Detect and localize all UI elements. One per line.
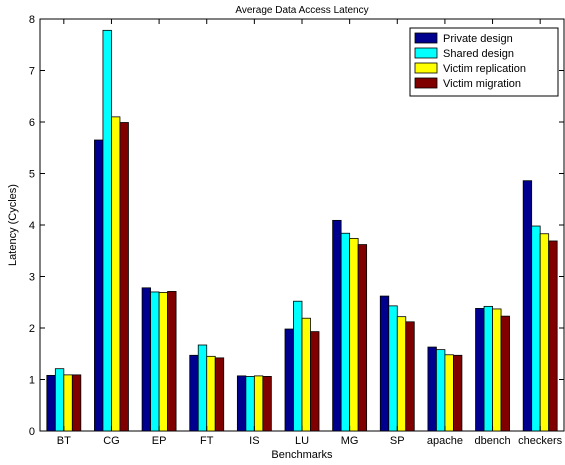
bar-CG-victim-migration xyxy=(119,122,129,432)
bar-FT-private-design xyxy=(189,354,199,432)
bar-LU-victim-migration xyxy=(310,331,320,432)
y-axis: 0 1 2 3 4 5 6 7 8 xyxy=(29,14,564,438)
x-tick-label: checkers xyxy=(518,435,563,447)
legend-label: Shared design xyxy=(443,48,514,60)
bar-MG-victim-migration xyxy=(357,244,368,432)
bar-dbench-shared-design xyxy=(483,305,493,432)
bar-BT-victim-replication xyxy=(63,374,73,432)
bar-checkers-shared-design xyxy=(531,225,541,432)
bar-FT-victim-replication xyxy=(206,355,216,432)
x-tick-label: SP xyxy=(390,435,405,447)
x-tick-label: LU xyxy=(295,435,309,447)
bar-checkers-private-design xyxy=(522,180,533,432)
bar-EP-victim-replication xyxy=(158,292,168,432)
bar-MG-victim-replication xyxy=(349,237,359,432)
bar-IS-shared-design xyxy=(245,376,255,432)
y-tick-label: 0 xyxy=(29,426,35,438)
legend-label: Victim replication xyxy=(443,63,526,75)
bar-apache-victim-replication xyxy=(444,354,454,432)
bar-BT-private-design xyxy=(46,374,56,432)
y-tick-label: 4 xyxy=(29,220,35,232)
bar-CG-private-design xyxy=(94,139,104,432)
chart-title: Average Data Access Latency xyxy=(235,5,368,16)
bar-EP-victim-migration xyxy=(167,291,177,432)
bar-CG-victim-replication xyxy=(111,116,121,432)
bar-SP-private-design xyxy=(379,295,390,432)
bar-EP-shared-design xyxy=(150,291,160,432)
bar-IS-victim-migration xyxy=(262,376,272,432)
bars-layer xyxy=(46,29,558,432)
bar-checkers-victim-migration xyxy=(548,240,558,432)
x-tick-label: dbench xyxy=(474,435,510,447)
bar-MG-private-design xyxy=(332,219,342,432)
legend: Private design Shared design Victim replic… xyxy=(409,27,559,97)
bar-EP-private-design xyxy=(141,287,151,432)
x-tick-label: apache xyxy=(427,435,463,447)
y-tick-label: 6 xyxy=(29,117,35,129)
bar-BT-shared-design xyxy=(54,368,65,432)
x-tick-label: FT xyxy=(200,435,214,447)
bar-checkers-victim-replication xyxy=(539,233,550,432)
y-tick-label: 5 xyxy=(29,169,35,181)
y-axis-label: Latency (Cycles) xyxy=(7,184,19,266)
y-tick-label: 1 xyxy=(29,375,35,387)
bar-IS-victim-replication xyxy=(253,375,264,432)
bar-SP-victim-migration xyxy=(405,321,415,432)
bar-MG-shared-design xyxy=(340,232,351,432)
bar-FT-shared-design xyxy=(197,344,208,432)
bar-SP-victim-replication xyxy=(396,316,407,432)
x-tick-label: CG xyxy=(103,435,120,447)
x-axis-label: Benchmarks xyxy=(271,449,333,461)
y-tick-label: 7 xyxy=(29,66,35,78)
bar-dbench-victim-replication xyxy=(492,308,502,432)
bar-SP-shared-design xyxy=(388,305,398,432)
legend-label: Victim migration xyxy=(443,78,521,90)
x-tick-label: IS xyxy=(249,435,259,447)
legend-swatch xyxy=(414,62,438,74)
y-tick-label: 8 xyxy=(29,14,35,26)
legend-swatch xyxy=(414,32,438,44)
y-tick-label: 3 xyxy=(29,272,35,284)
x-tick-label: EP xyxy=(152,435,167,447)
bar-apache-shared-design xyxy=(436,349,446,432)
bar-FT-victim-migration xyxy=(214,357,225,432)
legend-label: Private design xyxy=(443,33,513,45)
y-tick-label: 2 xyxy=(29,323,35,335)
bar-IS-private-design xyxy=(236,375,247,432)
bar-apache-private-design xyxy=(427,346,437,432)
x-tick-label: BT xyxy=(57,435,71,447)
bar-LU-private-design xyxy=(284,328,294,432)
legend-swatch xyxy=(414,47,438,59)
bar-CG-shared-design xyxy=(102,29,112,432)
bar-dbench-victim-migration xyxy=(500,315,510,432)
bar-LU-shared-design xyxy=(293,300,303,432)
bar-dbench-private-design xyxy=(475,308,485,432)
bar-LU-victim-replication xyxy=(301,317,311,432)
x-axis: BT CG EP FT IS LU MG SP apache dbench checkers xyxy=(57,19,563,447)
bar-apache-victim-migration xyxy=(453,354,463,432)
x-tick-label: MG xyxy=(341,435,359,447)
bar-BT-victim-migration xyxy=(71,374,82,432)
legend-swatch xyxy=(414,77,438,89)
